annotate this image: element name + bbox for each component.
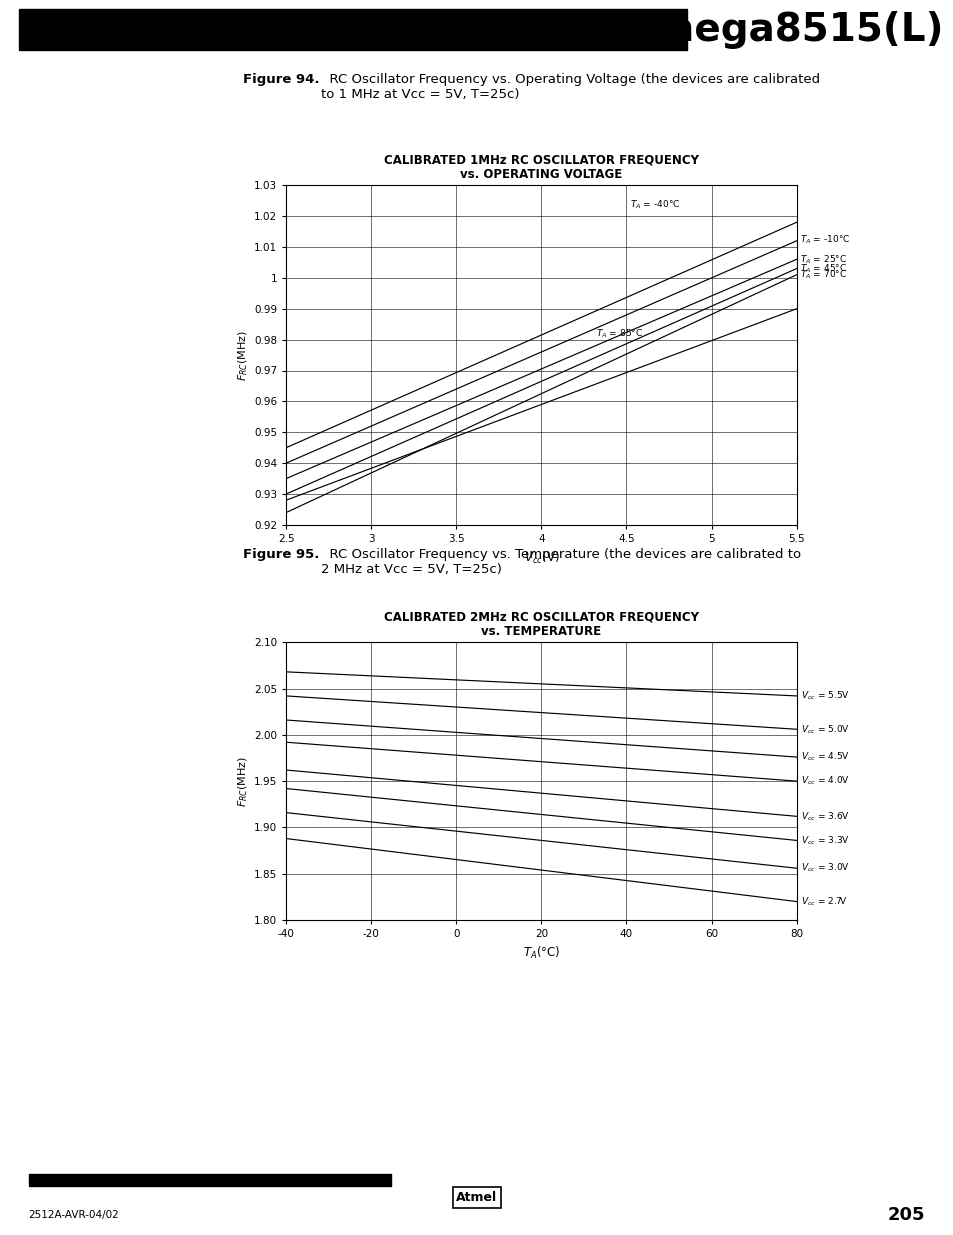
Text: $T_A$ = 25°C: $T_A$ = 25°C <box>800 253 846 266</box>
Text: $V_{cc}$ = 5.0V: $V_{cc}$ = 5.0V <box>800 722 849 736</box>
Text: $V_{cc}$ = 5.5V: $V_{cc}$ = 5.5V <box>800 689 849 703</box>
Y-axis label: $F_{RC}$(MHz): $F_{RC}$(MHz) <box>236 330 250 380</box>
Text: 205: 205 <box>887 1205 924 1224</box>
Text: $V_{cc}$ = 3.3V: $V_{cc}$ = 3.3V <box>800 834 849 847</box>
Bar <box>19 9 686 51</box>
Text: $V_{cc}$ = 3.0V: $V_{cc}$ = 3.0V <box>800 862 849 874</box>
Text: $T_A$ = 85°C: $T_A$ = 85°C <box>596 327 642 340</box>
X-axis label: $T_A$(°C): $T_A$(°C) <box>522 945 559 961</box>
Text: Atmel: Atmel <box>456 1191 497 1204</box>
Title: CALIBRATED 1MHz RC OSCILLATOR FREQUENCY
vs. OPERATING VOLTAGE: CALIBRATED 1MHz RC OSCILLATOR FREQUENCY … <box>383 153 699 182</box>
Title: CALIBRATED 2MHz RC OSCILLATOR FREQUENCY
vs. TEMPERATURE: CALIBRATED 2MHz RC OSCILLATOR FREQUENCY … <box>383 610 699 638</box>
Text: ATmega8515(L): ATmega8515(L) <box>600 11 943 48</box>
Bar <box>29 1173 391 1186</box>
Text: $V_{cc}$ = 2.7V: $V_{cc}$ = 2.7V <box>800 895 846 908</box>
Text: RC Oscillator Frequency vs. Temperature (the devices are calibrated to
2 MHz at : RC Oscillator Frequency vs. Temperature … <box>321 548 801 576</box>
Y-axis label: $F_{RC}$(MHz): $F_{RC}$(MHz) <box>236 756 250 806</box>
Text: $T_A$ = -40°C: $T_A$ = -40°C <box>629 199 679 211</box>
Text: $T_A$ = -10°C: $T_A$ = -10°C <box>800 233 849 246</box>
Text: Figure 95.: Figure 95. <box>243 548 319 561</box>
Text: $T_A$ = 45°C: $T_A$ = 45°C <box>800 262 846 275</box>
Text: 2512A-AVR-04/02: 2512A-AVR-04/02 <box>29 1209 119 1220</box>
Text: $V_{cc}$ = 4.5V: $V_{cc}$ = 4.5V <box>800 751 849 763</box>
Text: RC Oscillator Frequency vs. Operating Voltage (the devices are calibrated
to 1 M: RC Oscillator Frequency vs. Operating Vo… <box>321 73 820 100</box>
Text: $V_{cc}$ = 4.0V: $V_{cc}$ = 4.0V <box>800 774 849 788</box>
Text: Figure 94.: Figure 94. <box>243 73 319 85</box>
Text: $T_A$ = 70°C: $T_A$ = 70°C <box>800 268 846 282</box>
Text: $V_{cc}$ = 3.6V: $V_{cc}$ = 3.6V <box>800 810 849 823</box>
X-axis label: $V_{cc}$(V): $V_{cc}$(V) <box>523 550 558 566</box>
